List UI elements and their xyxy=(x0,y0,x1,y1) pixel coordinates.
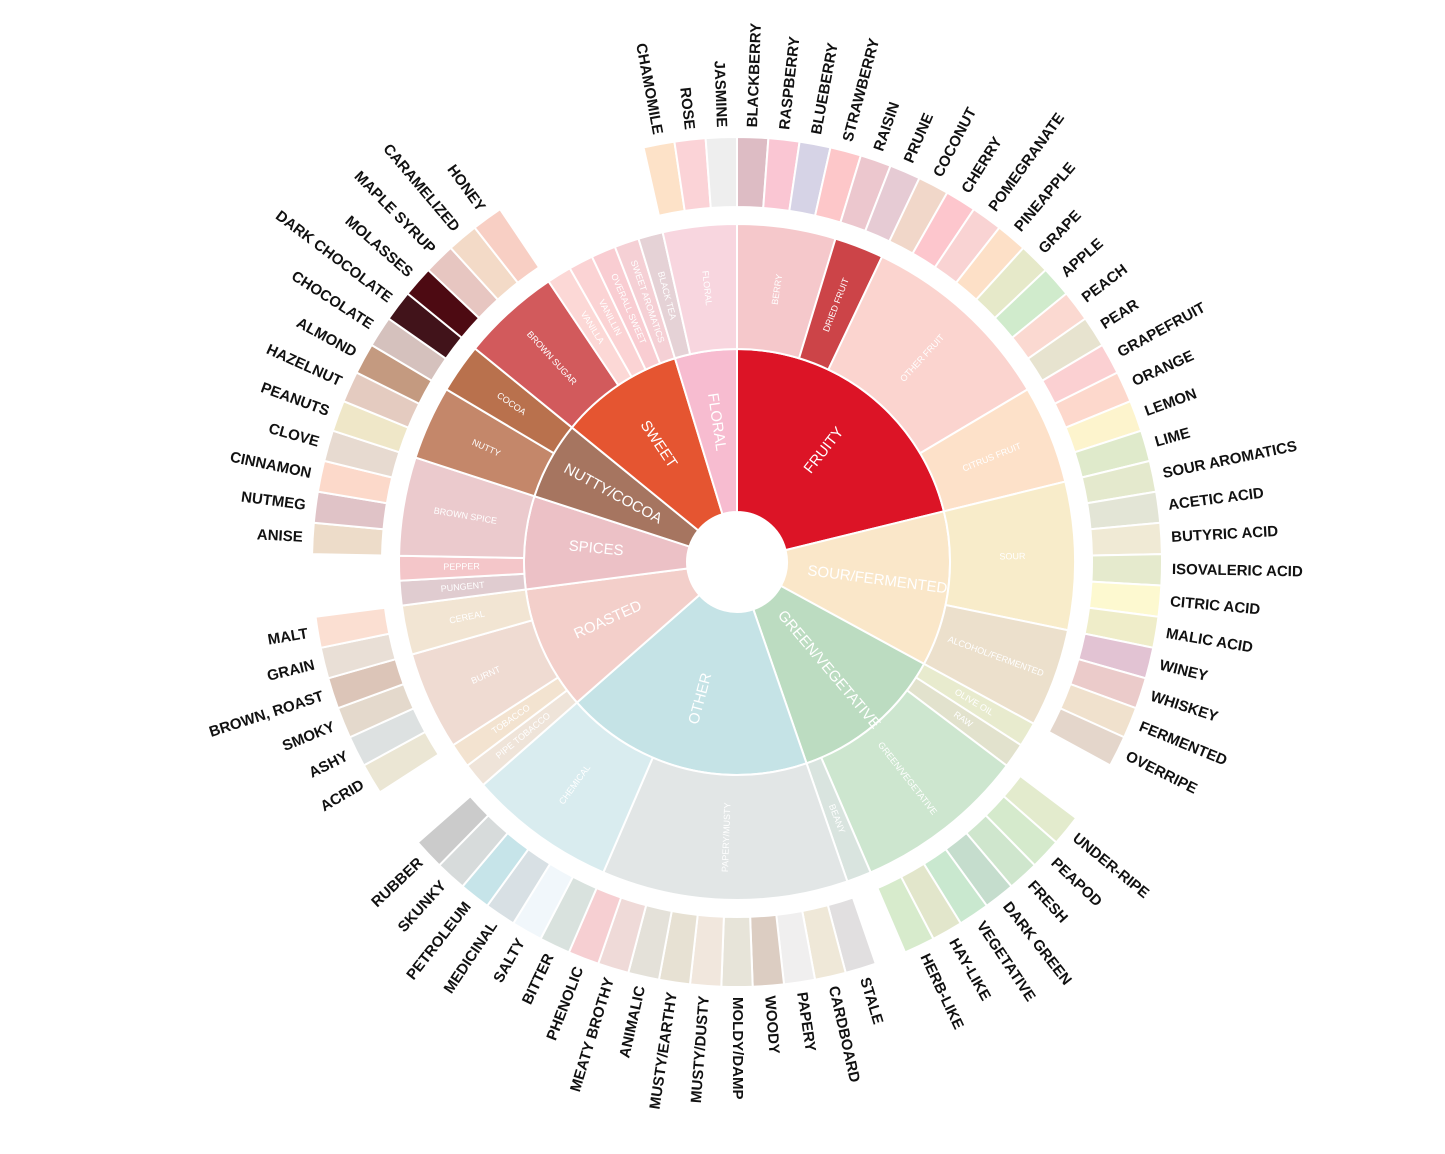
descriptor-label-grain: GRAIN xyxy=(265,657,316,685)
descriptor-label-pear: PEAR xyxy=(1098,296,1142,333)
descriptor-label-nutmeg: NUTMEG xyxy=(240,489,307,514)
descriptor-rubber xyxy=(416,794,490,867)
descriptor-label-ashy: ASHY xyxy=(306,748,351,782)
descriptor-label-rose: ROSE xyxy=(676,86,698,130)
descriptor-label-citric-acid: CITRIC ACID xyxy=(1169,593,1261,618)
descriptor-label-orange: ORANGE xyxy=(1130,347,1197,390)
descriptor-malt xyxy=(314,606,391,649)
descriptor-label-malt: MALT xyxy=(267,625,310,648)
subcategory-ring xyxy=(398,222,1076,901)
descriptor-label-isovaleric-acid: ISOVALERIC ACID xyxy=(1172,561,1303,580)
descriptor-label-smoky: SMOKY xyxy=(280,718,337,755)
descriptor-label-bitter: BITTER xyxy=(519,951,558,1007)
descriptor-label-animalic: ANIMALIC xyxy=(616,984,649,1059)
descriptor-label-woody: WOODY xyxy=(761,995,782,1054)
descriptor-label-salty: SALTY xyxy=(490,936,529,986)
subcategory-label-pepper: PEPPER xyxy=(443,561,480,572)
descriptor-label-clove: CLOVE xyxy=(267,420,321,450)
descriptor-label-apple: APPLE xyxy=(1058,235,1107,281)
category-label-spices: SPICES xyxy=(568,537,624,559)
descriptor-label-musty-dusty: MUSTY/DUSTY xyxy=(688,995,713,1103)
descriptor-label-winey: WINEY xyxy=(1158,657,1210,685)
subcategory-floral xyxy=(661,222,738,356)
descriptor-label-raspberry: RASPBERRY xyxy=(776,36,803,131)
category-ring xyxy=(523,347,951,776)
descriptor-label-anise: ANISE xyxy=(256,526,303,546)
descriptor-isovaleric-acid xyxy=(1090,553,1164,587)
descriptor-label-lemon: LEMON xyxy=(1142,385,1199,420)
descriptor-label-papery: PAPERY xyxy=(793,991,819,1053)
descriptor-label-malic-acid: MALIC ACID xyxy=(1165,625,1255,656)
descriptor-herb-like xyxy=(876,875,935,954)
descriptor-label-cinnamon: CINNAMON xyxy=(229,449,313,482)
descriptor-label-acetic-acid: ACETIC ACID xyxy=(1167,485,1265,514)
descriptor-overripe xyxy=(1047,707,1126,767)
descriptor-label-musty-earthy: MUSTY/EARTHY xyxy=(647,991,681,1111)
descriptor-label-fresh: FRESH xyxy=(1024,877,1071,926)
subcategory-label-berry: BERRY xyxy=(770,273,784,305)
descriptor-label-phenolic: PHENOLIC xyxy=(543,964,587,1043)
descriptor-label-jasmine: JASMINE xyxy=(710,60,729,127)
descriptor-label-peach: PEACH xyxy=(1079,261,1131,306)
descriptor-honey xyxy=(473,207,541,285)
descriptor-label-lime: LIME xyxy=(1153,424,1192,450)
descriptor-label-acrid: ACRID xyxy=(318,776,368,815)
descriptor-label-peanuts: PEANUTS xyxy=(258,379,331,420)
descriptor-label-grape: GRAPE xyxy=(1035,207,1085,257)
descriptor-moldy-damp xyxy=(720,915,754,989)
descriptor-label-stale: STALE xyxy=(856,975,886,1026)
descriptor-label-pomegranate: POMEGRANATE xyxy=(985,110,1068,215)
descriptor-jasmine xyxy=(704,135,738,210)
descriptor-label-prune: PRUNE xyxy=(901,111,937,166)
subcategory-label-papery-musty: PAPERY/MUSTY xyxy=(720,802,733,872)
descriptor-label-cardboard: CARDBOARD xyxy=(825,984,863,1084)
descriptor-label-raisin: RAISIN xyxy=(871,100,904,154)
subcategory-label-pungent: PUNGENT xyxy=(440,580,485,594)
subcategory-label-sour: SOUR xyxy=(999,551,1026,561)
descriptor-label-blackberry: BLACKBERRY xyxy=(744,23,765,128)
descriptor-butyric-acid xyxy=(1089,521,1163,557)
descriptor-label-moldy-damp: MOLDY/DAMP xyxy=(729,997,746,1100)
descriptor-label-butyric-acid: BUTYRIC ACID xyxy=(1171,523,1279,546)
descriptor-label-whiskey: WHISKEY xyxy=(1148,688,1220,726)
descriptor-label-blueberry: BLUEBERRY xyxy=(808,42,842,136)
descriptor-ring xyxy=(311,135,1164,989)
descriptor-label-overripe: OVERRIPE xyxy=(1123,748,1200,798)
descriptor-label-sour-aromatics: SOUR AROMATICS xyxy=(1161,438,1298,482)
descriptor-label-chamomile: CHAMOMILE xyxy=(632,42,666,136)
descriptor-label-honey: HONEY xyxy=(444,162,489,215)
subcategory-label-floral: FLORAL xyxy=(700,270,714,306)
